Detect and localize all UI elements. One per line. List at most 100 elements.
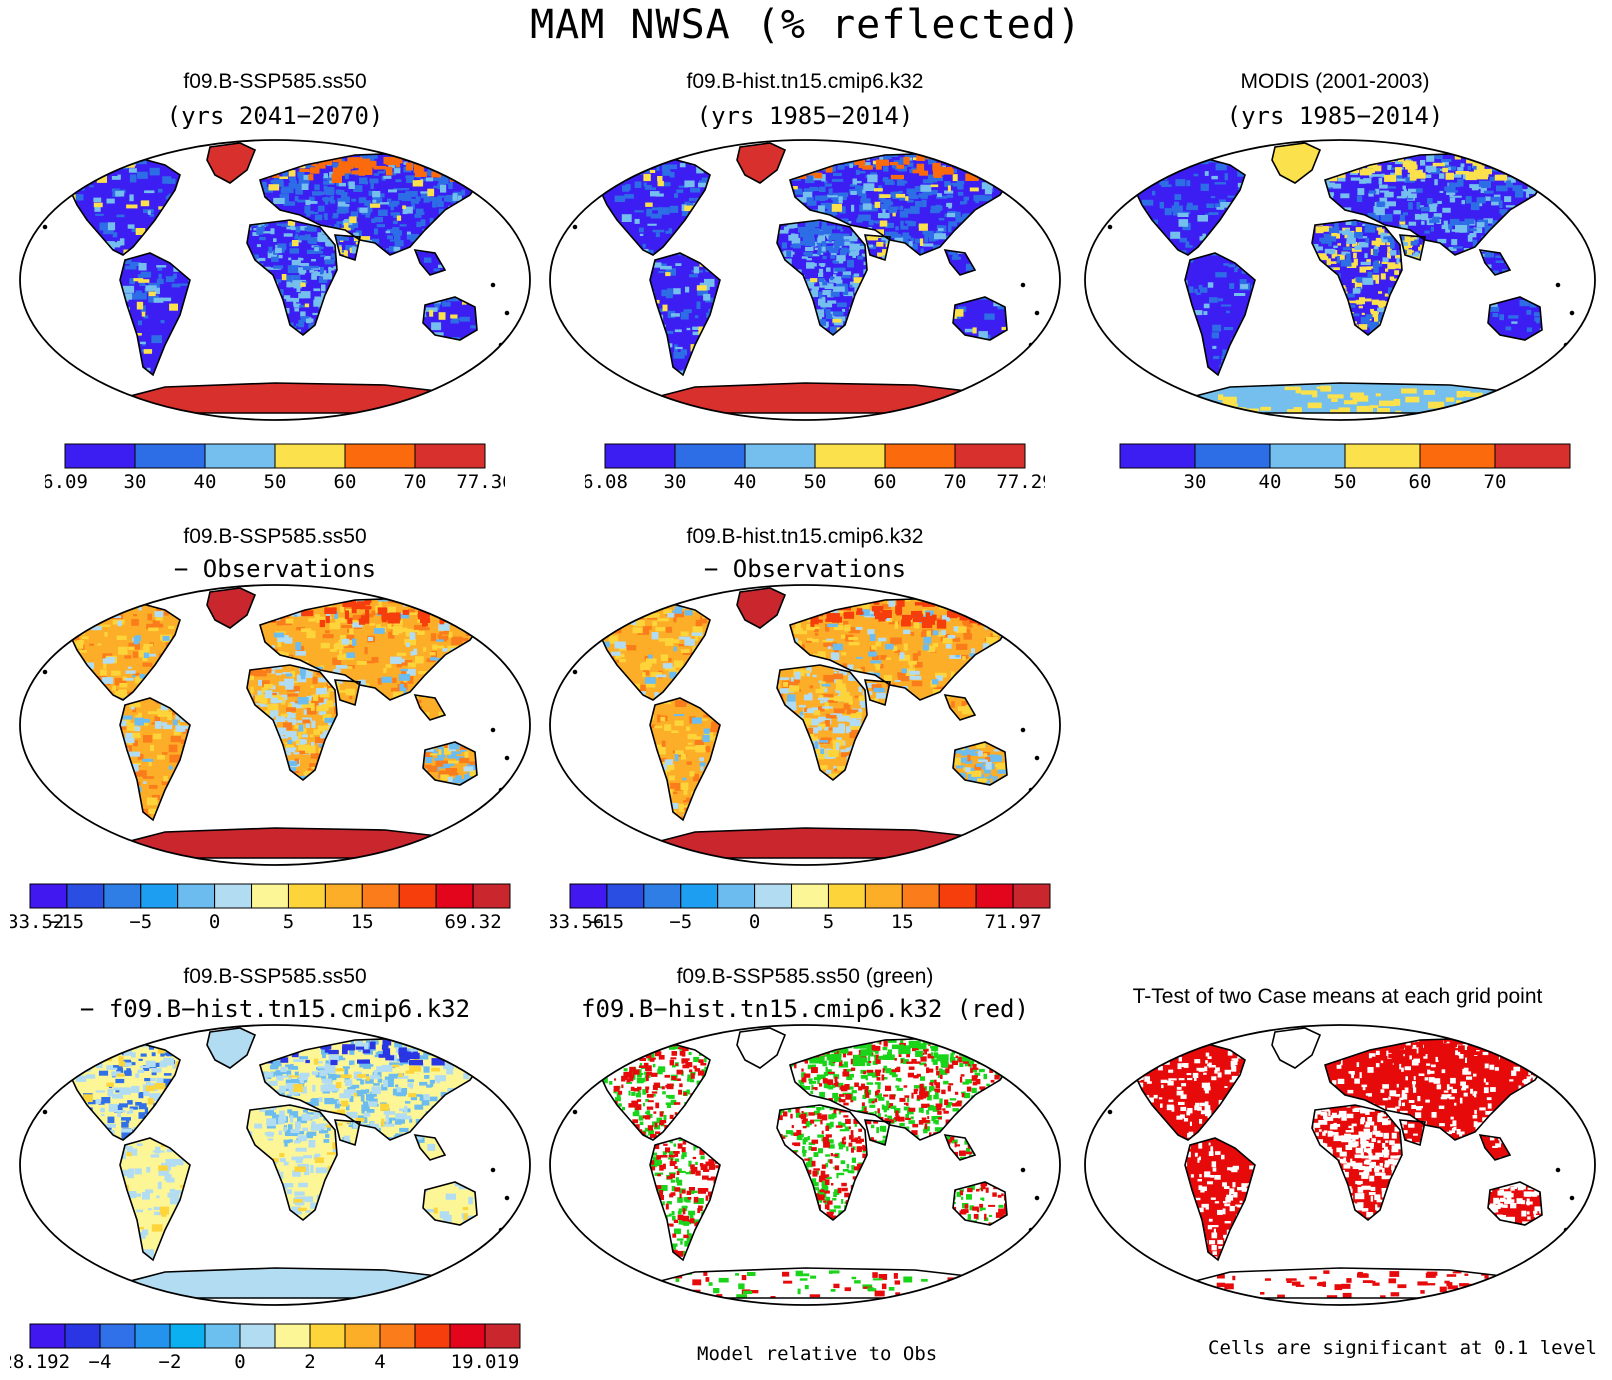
colorbar-swatch xyxy=(398,883,437,909)
colorbar-swatch xyxy=(901,883,940,909)
colorbar-swatch xyxy=(975,883,1014,909)
colorbar-swatch xyxy=(884,443,956,469)
colorbar-tick-label: 70 xyxy=(944,471,967,493)
colorbar-swatch xyxy=(954,443,1026,469)
colorbar-tick-label: 69.32 xyxy=(444,911,501,933)
colorbar-swatch xyxy=(309,1323,346,1349)
panel-5-subtitle: − Observations xyxy=(703,555,907,583)
colorbar-tick-label: −5 xyxy=(129,911,152,933)
colorbar-tick-label: 4 xyxy=(374,1351,385,1373)
map-panel-6 xyxy=(19,1024,531,1306)
colorbar-swatch xyxy=(134,1323,171,1349)
colorbar-tick-label: −4 xyxy=(89,1351,112,1373)
colorbar-swatch xyxy=(251,883,289,909)
colorbar-swatch xyxy=(1419,443,1496,469)
panel-5-title: f09.B-hist.tn15.cmip6.k32 xyxy=(686,525,924,548)
colorbar-tick-label: 30 xyxy=(1184,471,1207,493)
colorbar-4: −33.52−15 −5 0 5 15 69.32 xyxy=(10,883,511,933)
colorbar-tick-label: 0 xyxy=(209,911,220,933)
colorbar-swatch xyxy=(674,443,746,469)
panel-6-subtitle: − f09.B−hist.tn15.cmip6.k32 xyxy=(79,995,471,1023)
map-panel-5 xyxy=(549,584,1061,866)
colorbar-tick-label: 5 xyxy=(823,911,834,933)
colorbar-swatch xyxy=(1494,443,1571,469)
colorbar-tick-label: −2 xyxy=(159,1351,182,1373)
colorbar-swatch xyxy=(66,883,105,909)
colorbar-swatch xyxy=(604,443,676,469)
colorbar-swatch xyxy=(1344,443,1421,469)
map-panel-2 xyxy=(549,139,1061,421)
colorbar-swatch xyxy=(827,883,866,909)
colorbar-tick-label: 77.29 xyxy=(996,471,1045,493)
colorbar-swatch xyxy=(484,1323,521,1349)
colorbar-swatch xyxy=(1119,443,1196,469)
colorbar-tick-label: 40 xyxy=(1259,471,1282,493)
panel-7-subtitle: f09.B−hist.tn15.cmip6.k32 (red) xyxy=(581,995,1029,1023)
colorbar-tick-label: −33.56 xyxy=(550,911,604,933)
panel-4-title: f09.B-SSP585.ss50 xyxy=(183,525,367,548)
colorbar-swatch xyxy=(435,883,474,909)
colorbar-tick-label: 60 xyxy=(1409,471,1432,493)
colorbar-1: 6.09 30 40 50 60 70 77.36 xyxy=(45,443,505,493)
colorbar-swatch xyxy=(379,1323,416,1349)
colorbar-swatch xyxy=(134,443,206,469)
figure-title: MAM NWSA (% reflected) xyxy=(530,2,1082,48)
colorbar-tick-label: −15 xyxy=(50,911,84,933)
panel-6-title: f09.B-SSP585.ss50 xyxy=(183,965,367,988)
colorbar-tick-label: 15 xyxy=(351,911,374,933)
colorbar-3: 30 40 50 60 70 xyxy=(1119,443,1571,493)
colorbar-tick-label: 40 xyxy=(194,471,217,493)
colorbar-2: 6.08 30 40 50 60 70 77.29 xyxy=(585,443,1045,493)
colorbar-tick-label: 19.019 xyxy=(451,1351,520,1373)
colorbar-swatch xyxy=(99,1323,136,1349)
colorbar-tick-label: 6.09 xyxy=(45,471,88,493)
colorbar-swatch xyxy=(791,883,829,909)
colorbar-tick-label: 70 xyxy=(1484,471,1507,493)
colorbar-tick-label: 50 xyxy=(804,471,827,493)
colorbar-tick-label: 71.97 xyxy=(984,911,1041,933)
footnote-significance: Cells are significant at 0.1 level xyxy=(1208,1337,1597,1359)
colorbar-tick-label: 60 xyxy=(334,471,357,493)
map-panel-4 xyxy=(19,584,531,866)
map-panel-3 xyxy=(1084,139,1596,421)
colorbar-swatch xyxy=(64,443,136,469)
colorbar-swatch xyxy=(64,1323,101,1349)
colorbar-tick-label: 5 xyxy=(283,911,294,933)
map-panel-1 xyxy=(19,139,531,421)
map-panel-7 xyxy=(549,1024,1061,1306)
colorbar-swatch xyxy=(204,1323,241,1349)
colorbar-swatch xyxy=(938,883,977,909)
panel-4-subtitle: − Observations xyxy=(173,555,377,583)
colorbar-tick-label: −15 xyxy=(590,911,624,933)
colorbar-swatch xyxy=(324,883,363,909)
colorbar-5: −33.56−15 −5 0 5 15 71.97 xyxy=(550,883,1051,933)
colorbar-swatch xyxy=(643,883,682,909)
panel-2-title: f09.B-hist.tn15.cmip6.k32 xyxy=(686,70,924,93)
colorbar-swatch xyxy=(814,443,886,469)
panel-8-title: T-Test of two Case means at each grid po… xyxy=(1132,985,1543,1008)
colorbar-tick-label: 0 xyxy=(234,1351,245,1373)
map-panel-8 xyxy=(1084,1024,1596,1306)
colorbar-swatch xyxy=(569,883,608,909)
colorbar-swatch xyxy=(744,443,816,469)
colorbar-swatch xyxy=(1194,443,1271,469)
colorbar-tick-label: 0 xyxy=(749,911,760,933)
colorbar-swatch xyxy=(606,883,645,909)
colorbar-swatch xyxy=(1269,443,1346,469)
colorbar-swatch xyxy=(287,883,326,909)
colorbar-swatch xyxy=(103,883,142,909)
colorbar-tick-label: −33.52 xyxy=(10,911,64,933)
colorbar-swatch xyxy=(214,883,253,909)
colorbar-tick-label: −28.192 xyxy=(10,1351,70,1373)
colorbar-swatch xyxy=(274,1323,311,1349)
colorbar-swatch xyxy=(754,883,793,909)
colorbar-tick-label: 6.08 xyxy=(585,471,628,493)
colorbar-swatch xyxy=(169,1323,206,1349)
colorbar-swatch xyxy=(239,1323,276,1349)
colorbar-tick-label: 30 xyxy=(124,471,147,493)
colorbar-tick-label: 70 xyxy=(404,471,427,493)
colorbar-tick-label: 50 xyxy=(1334,471,1357,493)
colorbar-swatch xyxy=(1012,883,1051,909)
colorbar-swatch xyxy=(274,443,346,469)
panel-7-title: f09.B-SSP585.ss50 (green) xyxy=(676,965,934,988)
